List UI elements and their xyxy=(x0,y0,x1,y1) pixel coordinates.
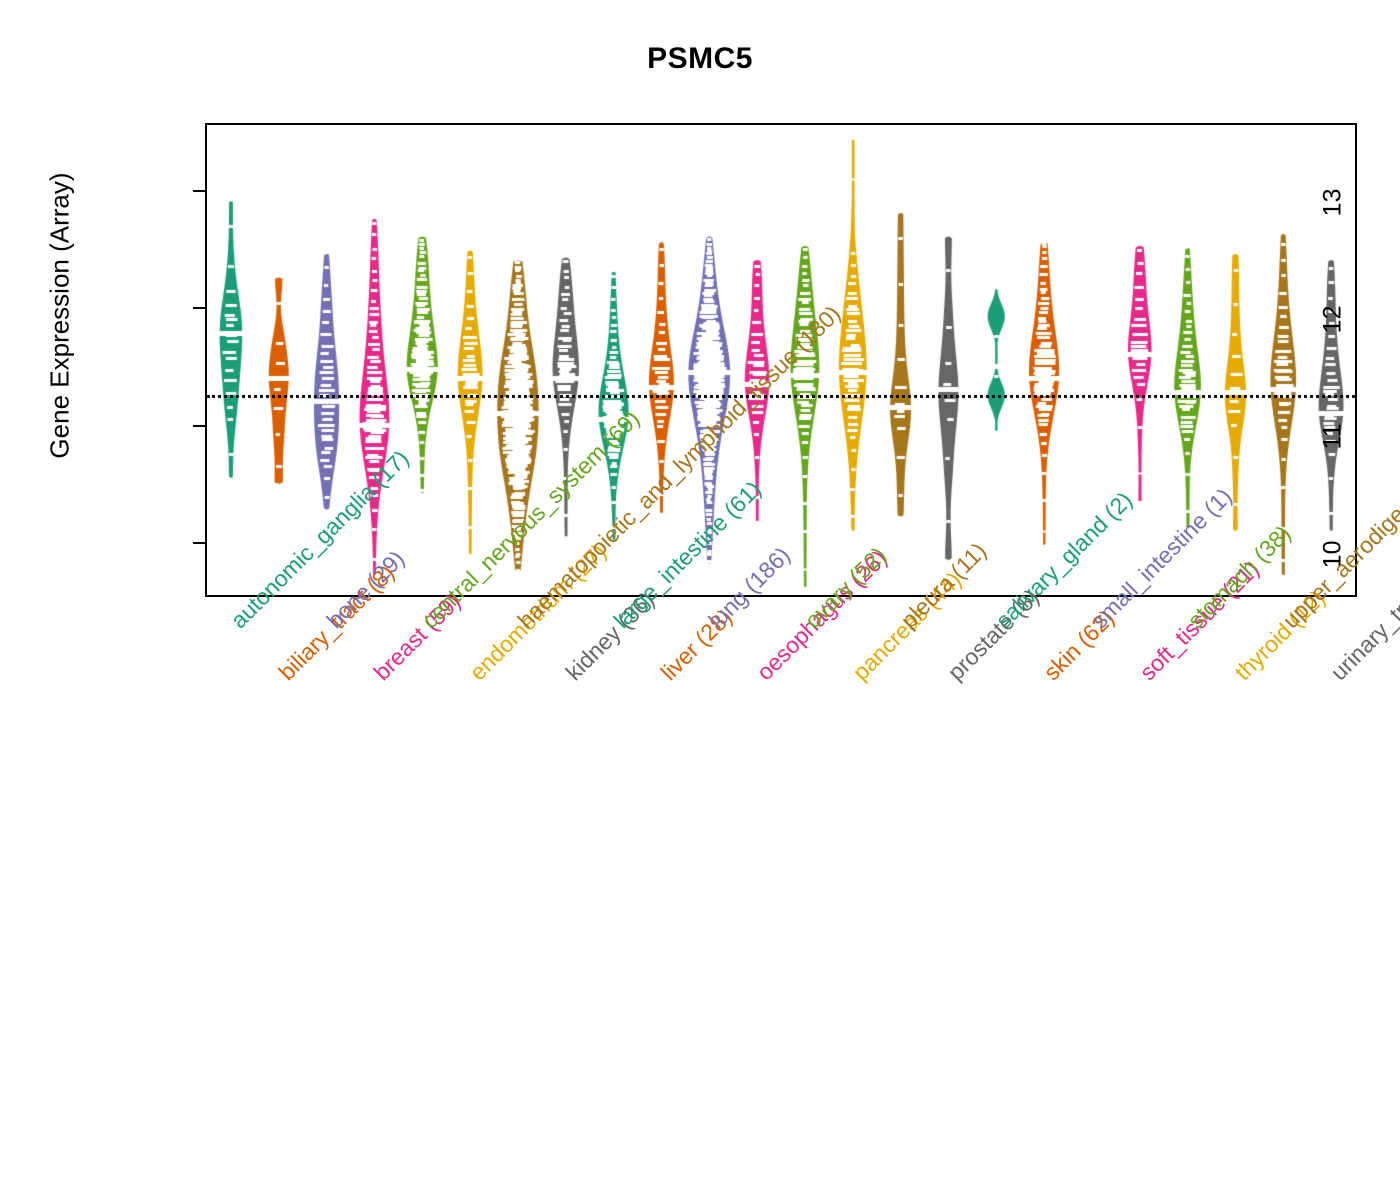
x-axis-labels: autonomic_ganglia (17) biliary_tract (8) b… xyxy=(0,300,1400,1197)
violin-plot-area xyxy=(207,125,1355,595)
reference-line xyxy=(207,395,1355,399)
y-axis-tick-label: 13 xyxy=(1318,188,1347,216)
y-axis-tick-mark xyxy=(193,307,207,310)
y-axis-tick-mark xyxy=(193,189,207,192)
y-axis-label: Gene Expression (Array) xyxy=(44,172,75,459)
y-axis-tick-label: 11 xyxy=(1318,423,1347,450)
y-axis-tick-mark xyxy=(193,424,207,427)
chart-title: PSMC5 xyxy=(647,42,753,75)
y-axis-tick-label: 12 xyxy=(1318,305,1347,334)
plot-panel: 10 11 12 13 xyxy=(193,123,1357,597)
y-axis-tick-mark xyxy=(193,542,207,545)
